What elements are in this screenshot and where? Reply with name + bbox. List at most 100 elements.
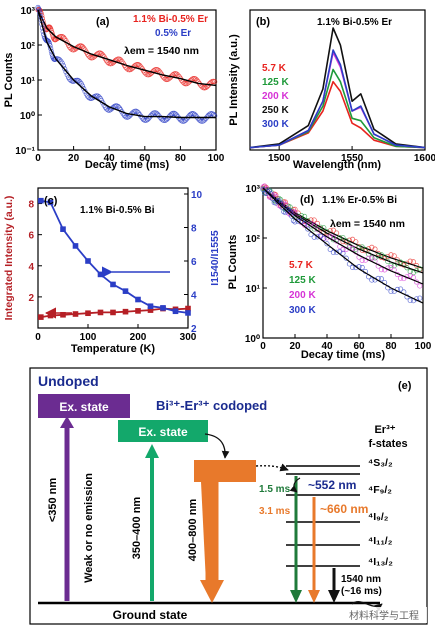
c-point-1 [110,309,116,316]
d-point-1 [388,252,394,258]
c-point-2 [147,303,154,310]
a-point-2 [144,117,150,123]
b-legend-4: 250 K [262,105,289,116]
d-point-2 [417,266,423,272]
c-point-1 [135,308,141,314]
b-xtick-label: 1550 [341,153,364,164]
emission-1540-lifetime: (~16 ms) [341,586,382,597]
er-1540-arrowhead [328,590,340,603]
er-level-label-1: ⁴S₃/₂ [368,457,393,469]
d-point-4 [266,188,272,194]
panel-b: 1500 1550 1600 (b) 1.1% Bi-0.5% Er 5.7 K 12… [228,9,435,171]
c-xtick-label: 100 [80,332,97,343]
c-point-1 [185,305,191,312]
d-point-4 [289,213,295,219]
panel-c-title: 1.1% Bi-0.5% Bi [80,205,155,216]
d-point-4 [308,232,314,238]
a-point-1 [68,46,74,52]
er-552-arrowhead [290,590,302,603]
c-point-1 [122,308,129,315]
c-point-1 [85,310,91,317]
d-point-4 [290,218,296,224]
panel-d-annotation: λem = 1540 nm [330,218,405,230]
a-point-2 [140,116,147,123]
d-point-3 [350,245,356,251]
emission-1540-label: 1540 nm [341,574,381,585]
d-point-3 [295,214,301,220]
panel-c-frame [37,187,189,329]
a-point-2 [203,116,209,122]
lifetime-3-1ms: 3.1 ms [259,506,291,517]
a-xtick-label: 100 [208,153,225,164]
d-point-2 [302,213,308,219]
d-point-4 [359,264,365,270]
d-point-4 [284,208,290,214]
panel-e-frame [29,367,428,625]
c-point-2 [60,226,66,232]
c-point-2 [72,243,79,249]
er-nonradiative-arrow [289,477,301,493]
d-point-4 [388,288,394,295]
emission-660-label: ~660 nm [320,502,368,516]
energy-transfer-arrow [255,463,289,472]
d-legend-4: 300 K [289,305,316,316]
legend-a-series-2: 0.5% Er [155,28,191,39]
a-point-1 [79,44,86,50]
d-point-4 [398,286,404,292]
excitation-350-400-label: 350–400 nm [131,497,143,560]
a-xtick-label: 20 [68,153,80,164]
b-legend-3: 200 K [262,91,289,102]
panel-c-xlabel: Temperature (K) [71,343,155,355]
a-point-1 [124,66,130,72]
panel-c-ylabel-right: I1540/I1555 [209,230,221,286]
er-level-label-4: ⁴I₁₁/₂ [368,535,393,547]
a-point-1 [156,68,162,74]
a-xtick-label: 80 [175,153,187,164]
c-point-2 [85,258,91,264]
d-xtick-label: 40 [321,341,333,352]
c-point-1 [38,314,44,320]
ir-wave-arrow [351,601,383,612]
d-point-1 [359,247,365,253]
panel-a-ylabel: PL Counts [3,53,15,108]
d-ytick-label: 10² [246,234,261,245]
d-point-4 [321,235,327,242]
d-point-2 [311,226,317,232]
emission-400-800-label: 400–800 nm [187,499,199,562]
panel-b-title: 1.1% Bi-0.5% Er [317,17,392,28]
d-point-4 [324,241,330,247]
d-xtick-label: 100 [415,341,432,352]
a-point-1 [199,84,205,90]
panel-b-ylabel: PL Intensity (a.u.) [228,34,240,126]
panel-e-label: (e) [398,380,412,392]
d-point-4 [330,249,336,256]
ground-state-label: Ground state [113,608,188,622]
d-ytick-label: 10¹ [246,284,261,295]
panel-d: 0 20 40 60 80 100 10⁰ 10¹ 10² 10³ (d) 1.1% Er-0.5… [227,183,432,361]
d-legend-3: 200 K [289,290,316,301]
d-point-4 [311,234,317,240]
a-point-2 [63,69,69,75]
a-point-1 [118,57,124,63]
panel-d-xlabel: Decay time (ms) [301,349,386,361]
d-point-1 [410,259,416,265]
a-point-2 [172,111,178,117]
c-point-2 [160,305,166,311]
c-point-2 [122,288,129,294]
c-ytick-label: 8 [28,200,34,211]
c-ytick-label: 2 [28,293,34,304]
a-point-2 [176,115,182,121]
a-xtick-label: 0 [35,153,41,164]
ex-state-codoped-box [118,420,208,442]
a-point-1 [143,71,149,77]
d-xtick-label: 20 [289,341,301,352]
lifetime-1-5ms: 1.5 ms [259,484,291,495]
a-ytick-label: 10² [21,41,36,52]
relaxation-curve-arrow [204,433,230,459]
b-series-line-5 [249,49,426,149]
d-point-3 [417,283,423,289]
watermark: 材料科学与工程 [349,609,419,622]
d-point-4 [407,297,413,304]
d-point-2 [398,259,404,265]
